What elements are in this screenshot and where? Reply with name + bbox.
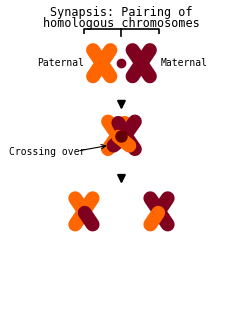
- Text: Crossing over: Crossing over: [9, 147, 86, 157]
- Text: Paternal: Paternal: [37, 58, 84, 68]
- Text: homologous chromosomes: homologous chromosomes: [43, 17, 200, 30]
- Text: Maternal: Maternal: [160, 58, 207, 68]
- Text: Synapsis: Pairing of: Synapsis: Pairing of: [50, 6, 193, 19]
